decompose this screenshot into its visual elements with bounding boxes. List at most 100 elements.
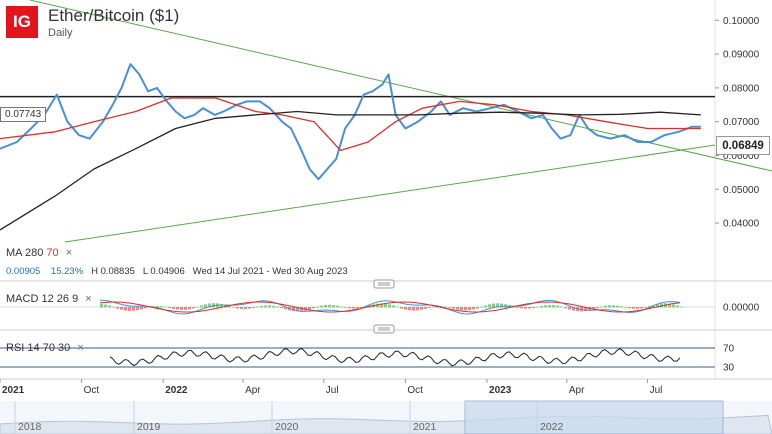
- macd-histogram-bar: [404, 307, 407, 310]
- x-tick-label: Jul: [650, 385, 663, 396]
- macd-histogram-bar: [188, 307, 191, 310]
- navigator-year-label: 2020: [275, 421, 299, 433]
- macd-histogram-bar: [248, 307, 251, 309]
- rsi-close-icon[interactable]: ×: [77, 342, 84, 354]
- timeframe-label[interactable]: Daily: [48, 27, 73, 39]
- macd-histogram-bar: [676, 305, 679, 308]
- macd-histogram-bar: [208, 303, 211, 308]
- macd-histogram-bar: [116, 307, 119, 309]
- macd-histogram-bar: [560, 306, 563, 308]
- macd-histogram-bar: [352, 307, 355, 309]
- macd-histogram-bar: [236, 307, 239, 309]
- macd-histogram-bar: [476, 307, 479, 309]
- macd-histogram-bar: [220, 303, 223, 308]
- macd-histogram-bar: [628, 307, 631, 309]
- rsi-period: 14: [27, 342, 40, 354]
- macd-histogram-bar: [328, 304, 331, 308]
- macd-histogram-bar: [584, 307, 587, 312]
- macd-histogram-bar: [632, 307, 635, 309]
- macd-histogram-bar: [184, 307, 187, 310]
- macd-histogram-bar: [640, 307, 643, 309]
- macd-histogram-bar: [492, 303, 495, 308]
- macd-histogram-bar: [100, 303, 103, 308]
- series-line-ma-70: [0, 97, 701, 152]
- macd-histogram-bar: [276, 306, 279, 308]
- macd-histogram-bar: [192, 307, 195, 309]
- ma-name: MA: [6, 247, 22, 259]
- macd-histogram-bar: [652, 304, 655, 308]
- macd-histogram-bar: [344, 307, 347, 308]
- x-tick-label: Oct: [407, 385, 423, 396]
- macd-histogram-bar: [680, 306, 683, 308]
- x-tick-label: Jul: [326, 385, 339, 396]
- macd-histogram-bar: [176, 307, 179, 310]
- x-tick-label: Oct: [84, 385, 100, 396]
- navigator-window: [464, 400, 724, 434]
- ma-period-280: 280: [24, 247, 44, 259]
- navigator-year-label: 2021: [413, 421, 437, 433]
- rsi-indicator-label[interactable]: RSI 14 70 30 ×: [6, 342, 84, 354]
- rsi-upper: 70: [42, 342, 55, 354]
- navigator-year-label: 2018: [18, 421, 42, 433]
- macd-histogram-bar: [196, 306, 199, 308]
- macd-histogram-bar: [256, 306, 259, 308]
- macd-histogram-bar: [600, 306, 603, 308]
- ma-close-icon[interactable]: ×: [65, 247, 73, 259]
- ma-indicator-label[interactable]: MA 280 70 ×: [6, 247, 72, 259]
- macd-histogram-bar: [592, 307, 595, 310]
- macd-histogram-bar: [536, 306, 539, 308]
- macd-slow: 26: [56, 293, 70, 305]
- macd-histogram-bar: [668, 303, 671, 308]
- macd-histogram-bar: [316, 306, 319, 308]
- macd-histogram-bar: [460, 307, 463, 311]
- macd-histogram-bar: [548, 304, 551, 308]
- macd-histogram-bar: [624, 307, 627, 308]
- x-tick-label: Apr: [245, 385, 261, 396]
- macd-histogram-bar: [496, 303, 499, 308]
- macd-histogram-bar: [204, 304, 207, 308]
- stat-change: 0.00905: [6, 266, 41, 277]
- macd-histogram-bar: [452, 307, 455, 309]
- macd-histogram-bar: [264, 305, 267, 308]
- last-price-label: 0.06849: [716, 136, 770, 155]
- macd-histogram-bar: [336, 305, 339, 308]
- macd-histogram-bar: [156, 306, 159, 308]
- macd-histogram-bar: [480, 306, 483, 308]
- macd-indicator-label[interactable]: MACD 12 26 9 ×: [6, 293, 92, 305]
- macd-histogram-bar: [272, 305, 275, 308]
- macd-histogram-bar: [532, 307, 535, 308]
- macd-histogram-bar: [416, 307, 419, 311]
- macd-histogram-bar: [136, 307, 139, 311]
- macd-histogram-bar: [468, 307, 471, 311]
- y-tick-label: 0.09000: [723, 50, 760, 61]
- macd-histogram-bar: [396, 306, 399, 308]
- panel-resize-handle: [373, 324, 395, 334]
- macd-histogram-bar: [472, 307, 475, 310]
- macd-histogram-bar: [164, 306, 167, 308]
- macd-histogram-bar: [516, 307, 519, 308]
- macd-histogram-bar: [612, 305, 615, 308]
- macd-histogram-bar: [104, 304, 107, 308]
- y-tick-label: 0.06000: [723, 151, 760, 162]
- macd-name: MACD: [6, 293, 39, 305]
- macd-histogram-bar: [488, 304, 491, 308]
- y-tick-label: 0.05000: [723, 185, 760, 196]
- rsi-lower: 30: [58, 342, 71, 354]
- rsi-axis-label: 70: [723, 344, 735, 355]
- macd-histogram-bar: [616, 305, 619, 308]
- y-tick-label: 0.08000: [723, 83, 760, 94]
- macd-histogram-bar: [280, 307, 283, 309]
- instrument-title: Ether/Bitcoin ($1): [48, 6, 180, 25]
- macd-close-icon[interactable]: ×: [85, 293, 92, 305]
- macd-histogram-bar: [244, 307, 247, 309]
- macd-histogram-bar: [228, 306, 231, 308]
- macd-histogram-bar: [120, 307, 123, 310]
- panel-resize-handle: [373, 279, 395, 289]
- x-tick-label: 2023: [489, 385, 512, 396]
- macd-histogram-bar: [464, 307, 467, 311]
- y-tick-label: 0.04000: [723, 219, 760, 230]
- x-tick-label: 2022: [165, 385, 188, 396]
- macd-histogram-bar: [420, 307, 423, 310]
- macd-histogram-bar: [332, 305, 335, 308]
